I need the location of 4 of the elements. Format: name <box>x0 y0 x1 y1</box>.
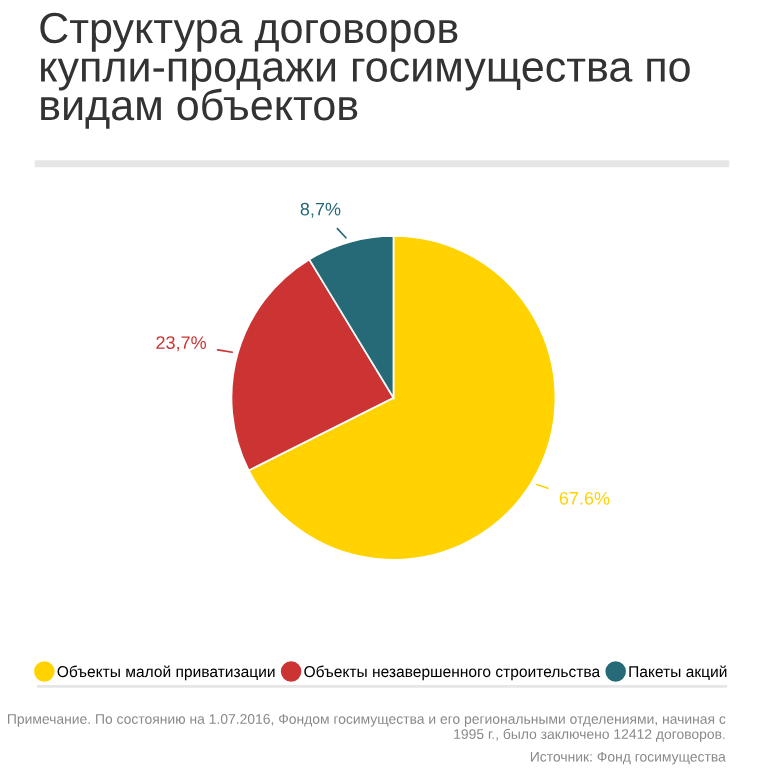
data-label: 23,7% <box>156 336 207 352</box>
data-label: 67.6% <box>559 491 610 505</box>
data-label: 8,7% <box>300 202 341 218</box>
chart-title: Структура договоров купли-продажи госимущества по видам объектов <box>40 12 690 129</box>
